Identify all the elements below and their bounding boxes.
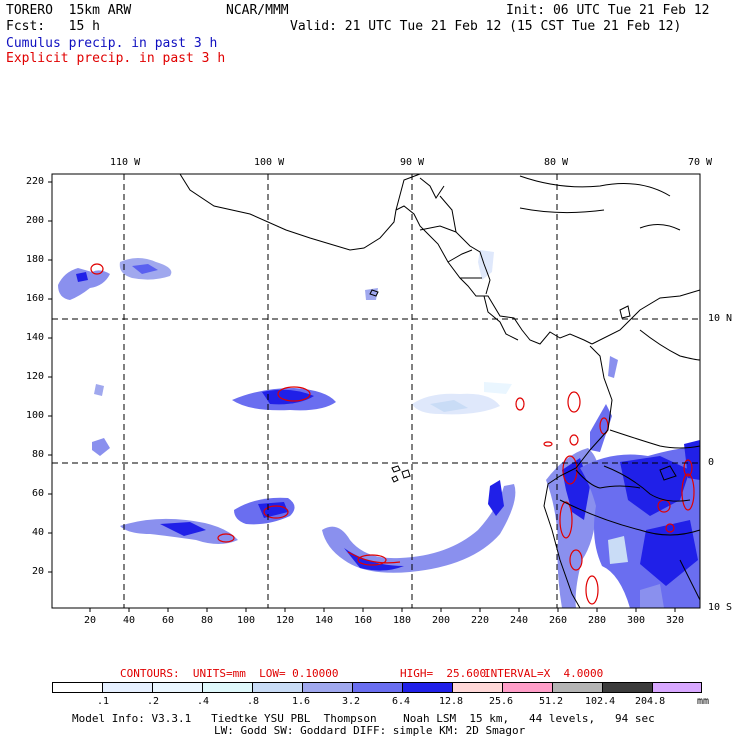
organization-label: NCAR/MMM <box>226 3 289 18</box>
x-tick-label: 60 <box>162 615 175 626</box>
colorbar-swatch <box>552 682 603 693</box>
contour-interval-label: INTERVAL=X 4.0000 <box>484 667 604 680</box>
map-frame <box>51 173 701 609</box>
x-tick-label: 80 <box>201 615 214 626</box>
contour-units-label: CONTOURS: UNITS=mm LOW= 0.10000 <box>120 667 339 680</box>
colorbar-swatch <box>202 682 253 693</box>
contour-high-label: HIGH= 25.600 <box>400 667 487 680</box>
valid-time: Valid: 21 UTC Tue 21 Feb 12 (15 CST Tue … <box>290 19 682 34</box>
y-tick-label: 180 <box>26 254 45 265</box>
x-tick-label: 240 <box>510 615 529 626</box>
colorbar-label: 6.4 <box>392 696 411 707</box>
x-tick-label: 160 <box>354 615 373 626</box>
colorbar-swatch <box>152 682 203 693</box>
colorbar-label: 25.6 <box>489 696 514 707</box>
lon-label-100w: 100 W <box>254 157 285 168</box>
x-tick-label: 20 <box>84 615 97 626</box>
y-tick-label: 100 <box>26 410 45 421</box>
lon-label-70w: 70 W <box>688 157 713 168</box>
x-tick-label: 320 <box>666 615 685 626</box>
y-tick-label: 60 <box>32 488 45 499</box>
colorbar-swatch <box>452 682 503 693</box>
x-tick-label: 120 <box>276 615 295 626</box>
coastlines <box>179 173 701 609</box>
y-tick-label: 140 <box>26 332 45 343</box>
colorbar-swatch <box>602 682 653 693</box>
init-time: Init: 06 UTC Tue 21 Feb 12 <box>506 3 710 18</box>
forecast-hour: Fcst: 15 h <box>6 19 100 34</box>
lon-label-90w: 90 W <box>400 157 425 168</box>
y-tick-label: 40 <box>32 527 45 538</box>
colorbar-swatch <box>652 682 702 693</box>
colorbar-swatch <box>302 682 353 693</box>
colorbar-label: .8 <box>247 696 260 707</box>
x-tick-label: 200 <box>432 615 451 626</box>
colorbar-label: .4 <box>197 696 210 707</box>
lat-label-0: 0 <box>708 457 715 468</box>
colorbar-swatch <box>52 682 103 693</box>
x-tick-label: 300 <box>627 615 646 626</box>
lat-label-10s: 10 S <box>708 602 733 613</box>
colorbar-label: 204.8 <box>635 696 666 707</box>
x-tick-label: 220 <box>471 615 490 626</box>
lat-label-10n: 10 N <box>708 313 733 324</box>
colorbar-swatch <box>252 682 303 693</box>
x-tick-label: 140 <box>315 615 334 626</box>
y-tick-label: 120 <box>26 371 45 382</box>
colorbar-swatch <box>352 682 403 693</box>
colorbar-label: .1 <box>97 696 110 707</box>
explicit-precip-contours <box>90 263 695 605</box>
colorbar-label: 3.2 <box>342 696 361 707</box>
y-tick-label: 160 <box>26 293 45 304</box>
lon-label-80w: 80 W <box>544 157 569 168</box>
x-tick-label: 260 <box>549 615 568 626</box>
y-tick-label: 200 <box>26 215 45 226</box>
y-tick-label: 20 <box>32 566 45 577</box>
x-tick-label: 40 <box>123 615 136 626</box>
explicit-field-label: Explicit precip. in past 3 h <box>6 51 226 66</box>
y-tick-label: 220 <box>26 176 45 187</box>
colorbar-swatch <box>102 682 153 693</box>
x-tick-label: 100 <box>237 615 256 626</box>
colorbar-label: 102.4 <box>585 696 616 707</box>
cumulus-precip-shading <box>58 250 700 608</box>
model-info-line2: LW: Godd SW: Goddard DIFF: simple KM: 2D… <box>214 724 526 737</box>
x-tick-label: 180 <box>393 615 412 626</box>
cumulus-field-label: Cumulus precip. in past 3 h <box>6 36 218 51</box>
colorbar-label: 1.6 <box>292 696 311 707</box>
model-title: TORERO 15km ARW <box>6 3 132 18</box>
colorbar-label: 51.2 <box>539 696 564 707</box>
colorbar-label: 12.8 <box>439 696 464 707</box>
axis-ticks <box>48 181 676 612</box>
colorbar-unit: mm <box>697 696 710 707</box>
model-info-line1: Model Info: V3.3.1 Tiedtke YSU PBL Thomp… <box>72 712 655 725</box>
y-tick-label: 80 <box>32 449 45 460</box>
lat-lon-grid <box>52 174 700 608</box>
colorbar-label: .2 <box>147 696 160 707</box>
colorbar-swatch <box>502 682 553 693</box>
lon-label-110w: 110 W <box>110 157 141 168</box>
colorbar-swatch <box>402 682 453 693</box>
x-tick-label: 280 <box>588 615 607 626</box>
